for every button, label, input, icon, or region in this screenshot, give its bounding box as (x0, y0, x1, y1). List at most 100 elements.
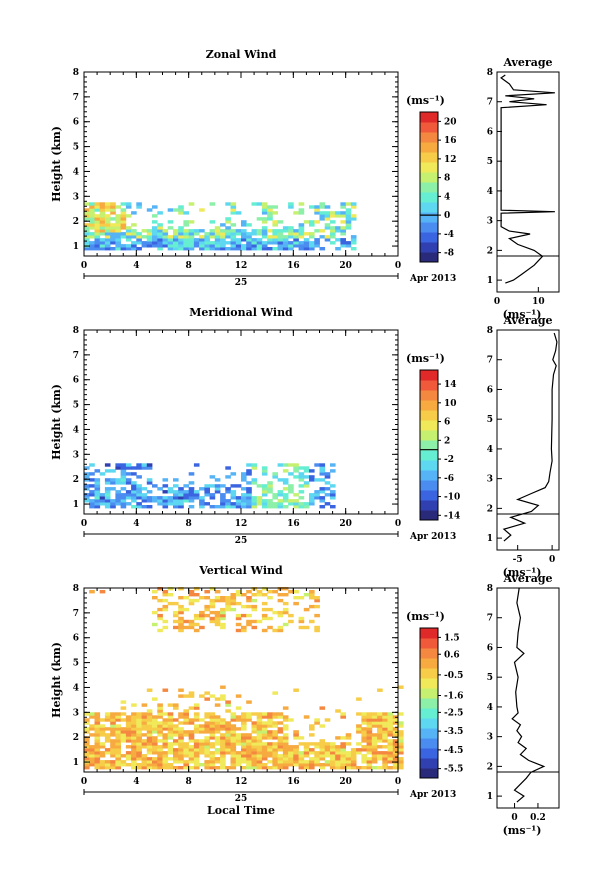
heatmap-cell (235, 694, 242, 698)
heatmap-cell (136, 487, 142, 491)
heatmap-cell (298, 466, 305, 470)
heatmap-cell (204, 613, 210, 618)
heatmap-cell (350, 205, 357, 209)
heatmap-cell (146, 766, 153, 770)
heatmap-cell (146, 478, 153, 482)
heatmap-cell (188, 745, 195, 749)
heatmap-cell (324, 493, 331, 497)
heatmap-cell (115, 727, 121, 731)
y-tick-label: 7 (73, 609, 79, 619)
heatmap-cell (188, 739, 195, 743)
heatmap-cell (110, 217, 116, 221)
colorbar-swatch (420, 738, 438, 749)
heatmap-cell (214, 766, 221, 770)
heatmap-cell (193, 244, 200, 248)
heatmap-cell (298, 232, 305, 236)
colorbar-swatch (420, 142, 438, 153)
heatmap-cell (89, 232, 95, 236)
heatmap-cell (330, 766, 336, 770)
average-y-tick-label: 5 (487, 157, 493, 167)
heatmap-cell (319, 757, 326, 761)
heatmap-cell (89, 754, 95, 758)
heatmap-cell (199, 496, 205, 500)
heatmap-cell (94, 742, 101, 746)
heatmap-cell (382, 754, 388, 758)
heatmap-cell (167, 745, 174, 749)
colorbar-swatch (420, 748, 438, 759)
heatmap-cell (398, 739, 404, 743)
heatmap-cell (377, 727, 383, 731)
heatmap-cell (235, 484, 242, 488)
heatmap-cell (209, 496, 216, 500)
heatmap-cell (173, 493, 179, 497)
heatmap-cell (324, 223, 331, 227)
heatmap-cell (282, 706, 289, 710)
heatmap-cell (387, 739, 394, 743)
heatmap-cell (288, 241, 294, 245)
heatmap-cells (84, 463, 336, 509)
colorbar-tick-label: 16 (444, 136, 457, 146)
y-tick-label: 7 (73, 93, 79, 103)
heatmap-cell (193, 766, 200, 770)
heatmap-cell (115, 232, 121, 236)
heatmap-cell (319, 214, 326, 218)
colorbar-swatch (420, 122, 438, 133)
x-tick-label: 8 (186, 777, 192, 787)
heatmap-cell (146, 709, 153, 713)
y-axis-label: Height (km) (50, 384, 63, 460)
heatmap-cell (99, 208, 106, 212)
heatmap-cell (230, 715, 237, 719)
heatmap-cell (345, 766, 352, 770)
heatmap-cell (157, 757, 163, 761)
heatmap-cell (251, 724, 258, 728)
heatmap-cell (246, 232, 252, 236)
heatmap-cell (89, 220, 95, 224)
heatmap-cell (94, 736, 101, 740)
heatmap-cell (282, 718, 289, 722)
heatmap-cell (162, 757, 169, 761)
heatmap-cell (115, 712, 121, 716)
heatmap-cell (324, 760, 331, 764)
heatmap-cell (110, 487, 116, 491)
colorbar-swatch (420, 430, 438, 441)
heatmap-cell (225, 466, 231, 470)
heatmap-cell (387, 715, 394, 719)
heatmap-cell (214, 505, 221, 509)
heatmap-cell (230, 211, 237, 215)
heatmap-cell (214, 232, 221, 236)
heatmap-cell (157, 616, 163, 621)
heatmap-cell (136, 733, 142, 737)
heatmap-cell (99, 247, 106, 251)
x-tick-label: 8 (186, 261, 192, 271)
heatmap-cell (199, 610, 205, 615)
heatmap-cell (314, 751, 320, 755)
heatmap-cell (246, 766, 252, 770)
heatmap-cell (204, 484, 210, 488)
heatmap-cell (199, 730, 205, 734)
heatmap-cell (246, 590, 252, 594)
heatmap-cell (398, 763, 404, 767)
heatmap-cell (366, 730, 373, 734)
colorbar-swatch (420, 758, 438, 769)
average-y-tick-label: 3 (487, 733, 493, 743)
heatmap-cell (282, 478, 289, 482)
heatmap-cell (267, 247, 273, 251)
heatmap-cell (330, 505, 336, 509)
heatmap-cell (230, 727, 237, 731)
heatmap-cell (220, 697, 226, 701)
heatmap-cell (204, 763, 210, 767)
heatmap-cell (104, 763, 111, 767)
heatmap-cell (225, 703, 231, 707)
heatmap-cell (99, 496, 106, 500)
heatmap-cell (282, 733, 289, 737)
heatmap-cell (277, 721, 284, 725)
heatmap-cell (162, 721, 169, 725)
heatmap-cell (235, 760, 242, 764)
heatmap-cell (152, 496, 158, 500)
heatmap-cell (220, 235, 226, 239)
heatmap-cell (104, 766, 111, 770)
heatmap-cell (104, 718, 111, 722)
heatmap-cell (162, 241, 169, 245)
average-y-tick-label: 7 (487, 98, 493, 108)
heatmap-cell (392, 739, 399, 743)
